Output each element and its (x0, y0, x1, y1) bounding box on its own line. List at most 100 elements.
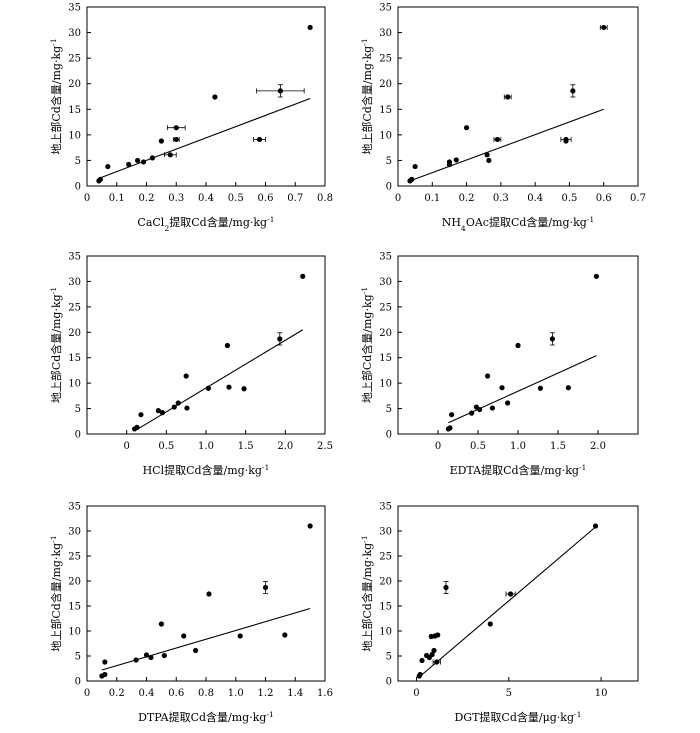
x-tick-label: 0.5 (158, 441, 174, 452)
y-tick-label: 25 (68, 54, 81, 65)
data-point (134, 424, 140, 430)
x-tick-label: 0 (84, 688, 90, 699)
data-point (102, 659, 108, 665)
y-tick-label: 10 (379, 130, 392, 141)
data-point (537, 385, 544, 391)
y-tick-label: 30 (68, 277, 81, 288)
data-point (484, 152, 490, 158)
data-point (469, 410, 475, 416)
y-tick-label: 15 (379, 602, 392, 613)
y-tick-label: 5 (386, 652, 392, 663)
y-tick-label: 10 (68, 379, 81, 390)
data-point (159, 410, 165, 416)
x-tick-label: 0.2 (109, 688, 125, 699)
data-point (105, 163, 111, 170)
data-point (563, 138, 569, 144)
y-tick-label: 10 (379, 379, 392, 390)
data-point (181, 633, 187, 639)
data-point (224, 342, 231, 349)
data-point (183, 373, 189, 379)
y-tick-label: 25 (379, 302, 392, 313)
y-tick-label: 20 (379, 79, 392, 90)
data-point (307, 24, 313, 31)
data-point (277, 336, 283, 342)
data-point (173, 125, 179, 131)
x-axis-label: EDTA提取Cd含量/mg·kg-1 (450, 463, 587, 478)
plot-frame (86, 255, 326, 435)
y-tick-label: 5 (386, 404, 392, 415)
x-tick-label: 0 (413, 688, 419, 699)
y-tick-label: 30 (379, 277, 392, 288)
data-point (173, 136, 179, 143)
data-point (487, 621, 493, 627)
y-tick-label: 0 (386, 182, 392, 193)
y-tick-label: 15 (68, 105, 81, 116)
data-point (307, 523, 313, 529)
y-axis-label: 地上部Cd含量/mg·kg-1 (49, 535, 64, 651)
data-point (175, 400, 181, 406)
data-point (138, 412, 144, 418)
y-axis-label: 地上部Cd含量/mg·kg-1 (360, 287, 375, 403)
chart-panel-6: 0 5 10 15 20 25 30 35 0 5 10 DGT提取Cd含量/μg·kg-1 地上部Cd… (360, 502, 639, 724)
y-tick-label: 15 (68, 353, 81, 364)
x-tick-label: 0.2 (459, 193, 475, 204)
data-point (158, 621, 164, 627)
x-tick-label: 0.4 (139, 688, 155, 699)
y-tick-label: 0 (386, 677, 392, 688)
data-point (515, 342, 521, 349)
plot-frame (86, 505, 326, 682)
x-tick-label: 0 (84, 193, 90, 204)
data-point (149, 155, 156, 161)
data-point (262, 584, 269, 591)
data-point (409, 176, 415, 182)
x-tick-label: 0.5 (228, 193, 244, 204)
x-tick-label: 0.3 (493, 193, 509, 204)
x-tick-label: 0.6 (596, 193, 612, 204)
x-axis-label: NH4OAc提取Cd含量/mg·kg-1 (442, 215, 595, 233)
y-tick-label: 30 (68, 28, 81, 39)
x-tick-label: 0.1 (109, 193, 125, 204)
y-tick-label: 25 (379, 552, 392, 563)
y-tick-label: 35 (68, 502, 81, 513)
data-point (300, 273, 306, 279)
data-point (140, 159, 147, 165)
y-tick-label: 25 (68, 302, 81, 313)
y-tick-label: 5 (75, 652, 81, 663)
x-tick-label: 0.6 (168, 688, 184, 699)
plot-frame (86, 6, 326, 187)
y-tick-label: 0 (386, 430, 392, 441)
x-tick-label: 10 (595, 688, 608, 699)
data-point (447, 425, 453, 431)
x-tick-label: 1.6 (317, 688, 333, 699)
data-point (148, 654, 154, 661)
x-tick-label: 0.7 (630, 193, 646, 204)
y-tick-label: 30 (379, 28, 392, 39)
x-tick-label: 1.2 (258, 688, 274, 699)
data-point (161, 652, 167, 659)
data-point (126, 161, 132, 168)
y-tick-label: 30 (68, 527, 81, 538)
data-point (570, 88, 576, 94)
chart-panel-4: 0 5 10 15 20 25 30 35 0 0.5 1.0 1.5 2.0EDTA提取Cd含量/mg… (360, 252, 639, 478)
data-point (158, 138, 164, 144)
data-point (431, 647, 437, 654)
data-point (212, 94, 218, 100)
y-tick-label: 5 (75, 156, 81, 167)
y-tick-label: 20 (379, 328, 392, 339)
x-tick-label: 1.0 (228, 688, 244, 699)
y-axis-label: 地上部Cd含量/mg·kg-1 (49, 287, 64, 403)
data-point (494, 136, 501, 143)
y-tick-label: 35 (379, 252, 392, 263)
x-tick-label: 2.5 (317, 441, 333, 452)
y-tick-label: 35 (379, 502, 392, 513)
data-point (206, 591, 212, 597)
data-point (443, 584, 449, 591)
plot-frame (397, 505, 639, 682)
data-point (171, 404, 177, 410)
y-tick-label: 0 (75, 677, 81, 688)
data-point (486, 157, 492, 164)
data-point (463, 125, 470, 131)
y-tick-label: 20 (68, 79, 81, 90)
data-point (133, 657, 139, 663)
x-tick-label: 5 (506, 688, 512, 699)
